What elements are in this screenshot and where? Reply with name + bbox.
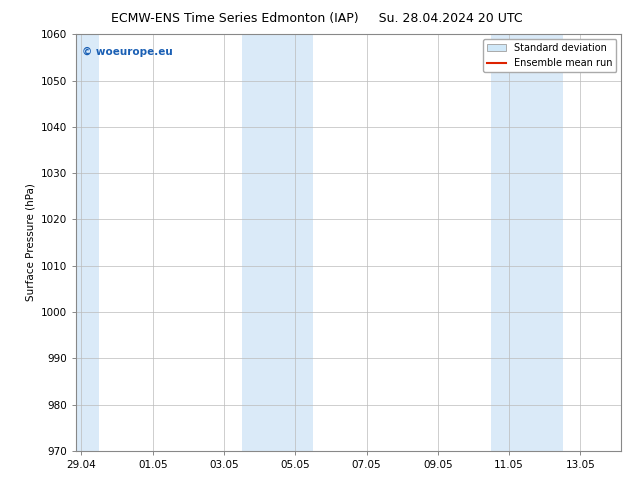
Bar <box>76 34 100 451</box>
Y-axis label: Surface Pressure (hPa): Surface Pressure (hPa) <box>25 184 36 301</box>
Bar <box>242 34 313 451</box>
Bar <box>491 34 562 451</box>
Legend: Standard deviation, Ensemble mean run: Standard deviation, Ensemble mean run <box>483 39 616 72</box>
Text: © woeurope.eu: © woeurope.eu <box>82 47 172 57</box>
Text: ECMW-ENS Time Series Edmonton (IAP)     Su. 28.04.2024 20 UTC: ECMW-ENS Time Series Edmonton (IAP) Su. … <box>111 12 523 25</box>
